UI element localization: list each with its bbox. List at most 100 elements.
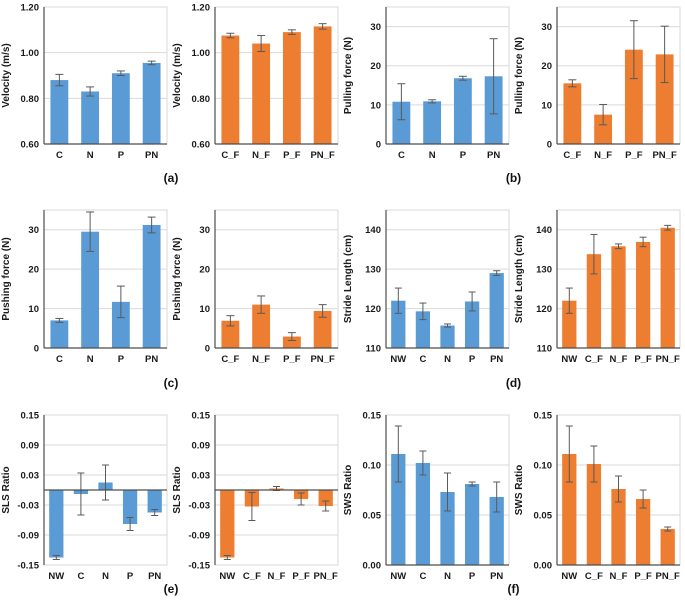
chart-sws-ratio-blue: NW C N P PN 0.00 0.05 0.10 0.15 SWS Ratio: [342, 402, 513, 582]
svg-text:P_F: P_F: [283, 354, 301, 365]
svg-text:PN: PN: [145, 354, 158, 365]
svg-text:0.10: 0.10: [534, 461, 553, 472]
svg-text:P_F: P_F: [634, 571, 652, 580]
chart-velocity-orange: C_F N_F P_F PN_F 0.60 0.80 1.00 1.20 Velocity (m…: [171, 0, 342, 170]
svg-text:0: 0: [34, 344, 39, 355]
chart-stride-length-blue: NW C N P PN 110 120 130 140 Stride Length (cm): [342, 198, 513, 370]
chart-velocity-blue: C N P PN 0.60 0.80 1.00 1.20 Velocity (m/s): [0, 0, 171, 170]
svg-text:P_F: P_F: [625, 150, 643, 161]
svg-text:0.05: 0.05: [534, 511, 553, 522]
svg-text:0.05: 0.05: [363, 511, 382, 522]
chart-pushing-force-orange: C_F N_F P_F PN_F 0 10 20 30 Pushing force (N): [171, 198, 342, 370]
svg-text:Velocity (m/s): Velocity (m/s): [1, 43, 12, 107]
svg-text:110: 110: [537, 344, 552, 355]
svg-text:N_F: N_F: [610, 571, 628, 580]
svg-text:P: P: [127, 571, 134, 580]
subfigure-label-e: (e): [163, 582, 179, 596]
svg-text:110: 110: [366, 344, 381, 355]
svg-text:Pulling force (N): Pulling force (N): [514, 37, 525, 114]
svg-text:C: C: [398, 150, 405, 161]
svg-text:PN_F: PN_F: [656, 354, 680, 365]
svg-text:NW: NW: [390, 354, 406, 365]
chart-sls-ratio-blue: NW C N P PN -0.15 -0.09 -0.03 0.03 0.09 0.15 SLS Ra…: [0, 402, 171, 582]
svg-text:P: P: [469, 354, 476, 365]
svg-text:C_F: C_F: [585, 354, 603, 365]
svg-text:N_F: N_F: [610, 354, 628, 365]
svg-text:1.00: 1.00: [21, 48, 40, 59]
svg-text:NW: NW: [390, 571, 406, 580]
svg-text:C_F: C_F: [563, 150, 581, 161]
svg-text:30: 30: [541, 22, 552, 33]
svg-text:Stride Length (cm): Stride Length (cm): [343, 235, 354, 323]
svg-text:Velocity (m/s): Velocity (m/s): [172, 43, 183, 107]
svg-text:0.15: 0.15: [363, 411, 382, 422]
svg-text:20: 20: [541, 61, 552, 72]
svg-text:P: P: [118, 150, 125, 161]
svg-text:SWS Ratio: SWS Ratio: [343, 465, 354, 516]
svg-text:0.80: 0.80: [21, 94, 40, 105]
svg-text:NW: NW: [561, 354, 577, 365]
svg-text:-0.03: -0.03: [17, 501, 39, 512]
svg-text:NW: NW: [219, 571, 235, 580]
svg-text:30: 30: [370, 22, 381, 33]
svg-text:PN: PN: [145, 150, 158, 161]
svg-text:C: C: [56, 150, 63, 161]
svg-text:0.03: 0.03: [21, 471, 40, 482]
chart-pulling-force-blue: C N P PN 0 10 20 30 Pulling force (N): [342, 0, 513, 170]
svg-text:P_F: P_F: [292, 571, 310, 580]
svg-text:-0.15: -0.15: [17, 561, 39, 572]
svg-text:130: 130: [365, 265, 381, 276]
svg-text:0.00: 0.00: [534, 561, 553, 572]
svg-text:SWS Ratio: SWS Ratio: [514, 465, 525, 516]
svg-text:PN_F: PN_F: [310, 150, 334, 161]
chart-stride-length-orange: NW C_F N_F P_F PN_F 110 120 130 140 Stride Length…: [513, 198, 685, 370]
svg-text:C_F: C_F: [585, 571, 603, 580]
svg-text:1.20: 1.20: [21, 3, 40, 14]
svg-text:N: N: [444, 571, 451, 580]
svg-text:Pulling force (N): Pulling force (N): [343, 37, 354, 114]
svg-text:C_F: C_F: [243, 571, 261, 580]
svg-text:10: 10: [28, 304, 39, 315]
svg-text:10: 10: [541, 100, 552, 111]
svg-text:-0.15: -0.15: [188, 561, 210, 572]
svg-text:N: N: [444, 354, 451, 365]
svg-text:0.09: 0.09: [192, 441, 211, 452]
subfigure-label-c: (c): [163, 376, 179, 390]
svg-text:0: 0: [547, 140, 552, 151]
svg-text:140: 140: [536, 225, 552, 236]
chart-sls-ratio-orange: NW C_F N_F P_F PN_F -0.15 -0.09 -0.03 0.03 0.09 0.…: [171, 402, 342, 582]
svg-text:N_F: N_F: [594, 150, 612, 161]
svg-text:-0.09: -0.09: [17, 531, 39, 542]
svg-text:P_F: P_F: [283, 150, 301, 161]
svg-text:PN: PN: [148, 571, 161, 580]
svg-text:C_F: C_F: [221, 354, 239, 365]
svg-text:PN_F: PN_F: [310, 354, 334, 365]
subfigure-label-f: (f): [507, 582, 520, 596]
svg-text:P_F: P_F: [634, 354, 652, 365]
svg-text:0.80: 0.80: [192, 94, 211, 105]
svg-text:0: 0: [205, 344, 210, 355]
svg-text:C: C: [419, 571, 426, 580]
svg-text:PN_F: PN_F: [314, 571, 338, 580]
svg-text:1.20: 1.20: [192, 3, 211, 14]
svg-text:NW: NW: [48, 571, 64, 580]
svg-text:C_F: C_F: [221, 150, 239, 161]
svg-text:PN_F: PN_F: [656, 571, 680, 580]
svg-text:P: P: [118, 354, 125, 365]
svg-text:N_F: N_F: [252, 150, 270, 161]
svg-text:NW: NW: [561, 571, 577, 580]
svg-text:N: N: [429, 150, 436, 161]
chart-pulling-force-orange: C_F N_F P_F PN_F 0 10 20 30 Pulling force (N): [513, 0, 685, 170]
subfigure-label-a: (a): [163, 171, 179, 185]
svg-text:N: N: [87, 354, 94, 365]
svg-text:C: C: [419, 354, 426, 365]
svg-text:PN: PN: [487, 150, 500, 161]
svg-text:140: 140: [365, 225, 381, 236]
svg-text:Stride Length (cm): Stride Length (cm): [514, 235, 525, 323]
svg-text:10: 10: [370, 100, 381, 111]
svg-text:Pushing force (N): Pushing force (N): [172, 237, 183, 320]
svg-text:0.03: 0.03: [192, 471, 211, 482]
svg-text:20: 20: [370, 61, 381, 72]
svg-text:20: 20: [28, 265, 39, 276]
